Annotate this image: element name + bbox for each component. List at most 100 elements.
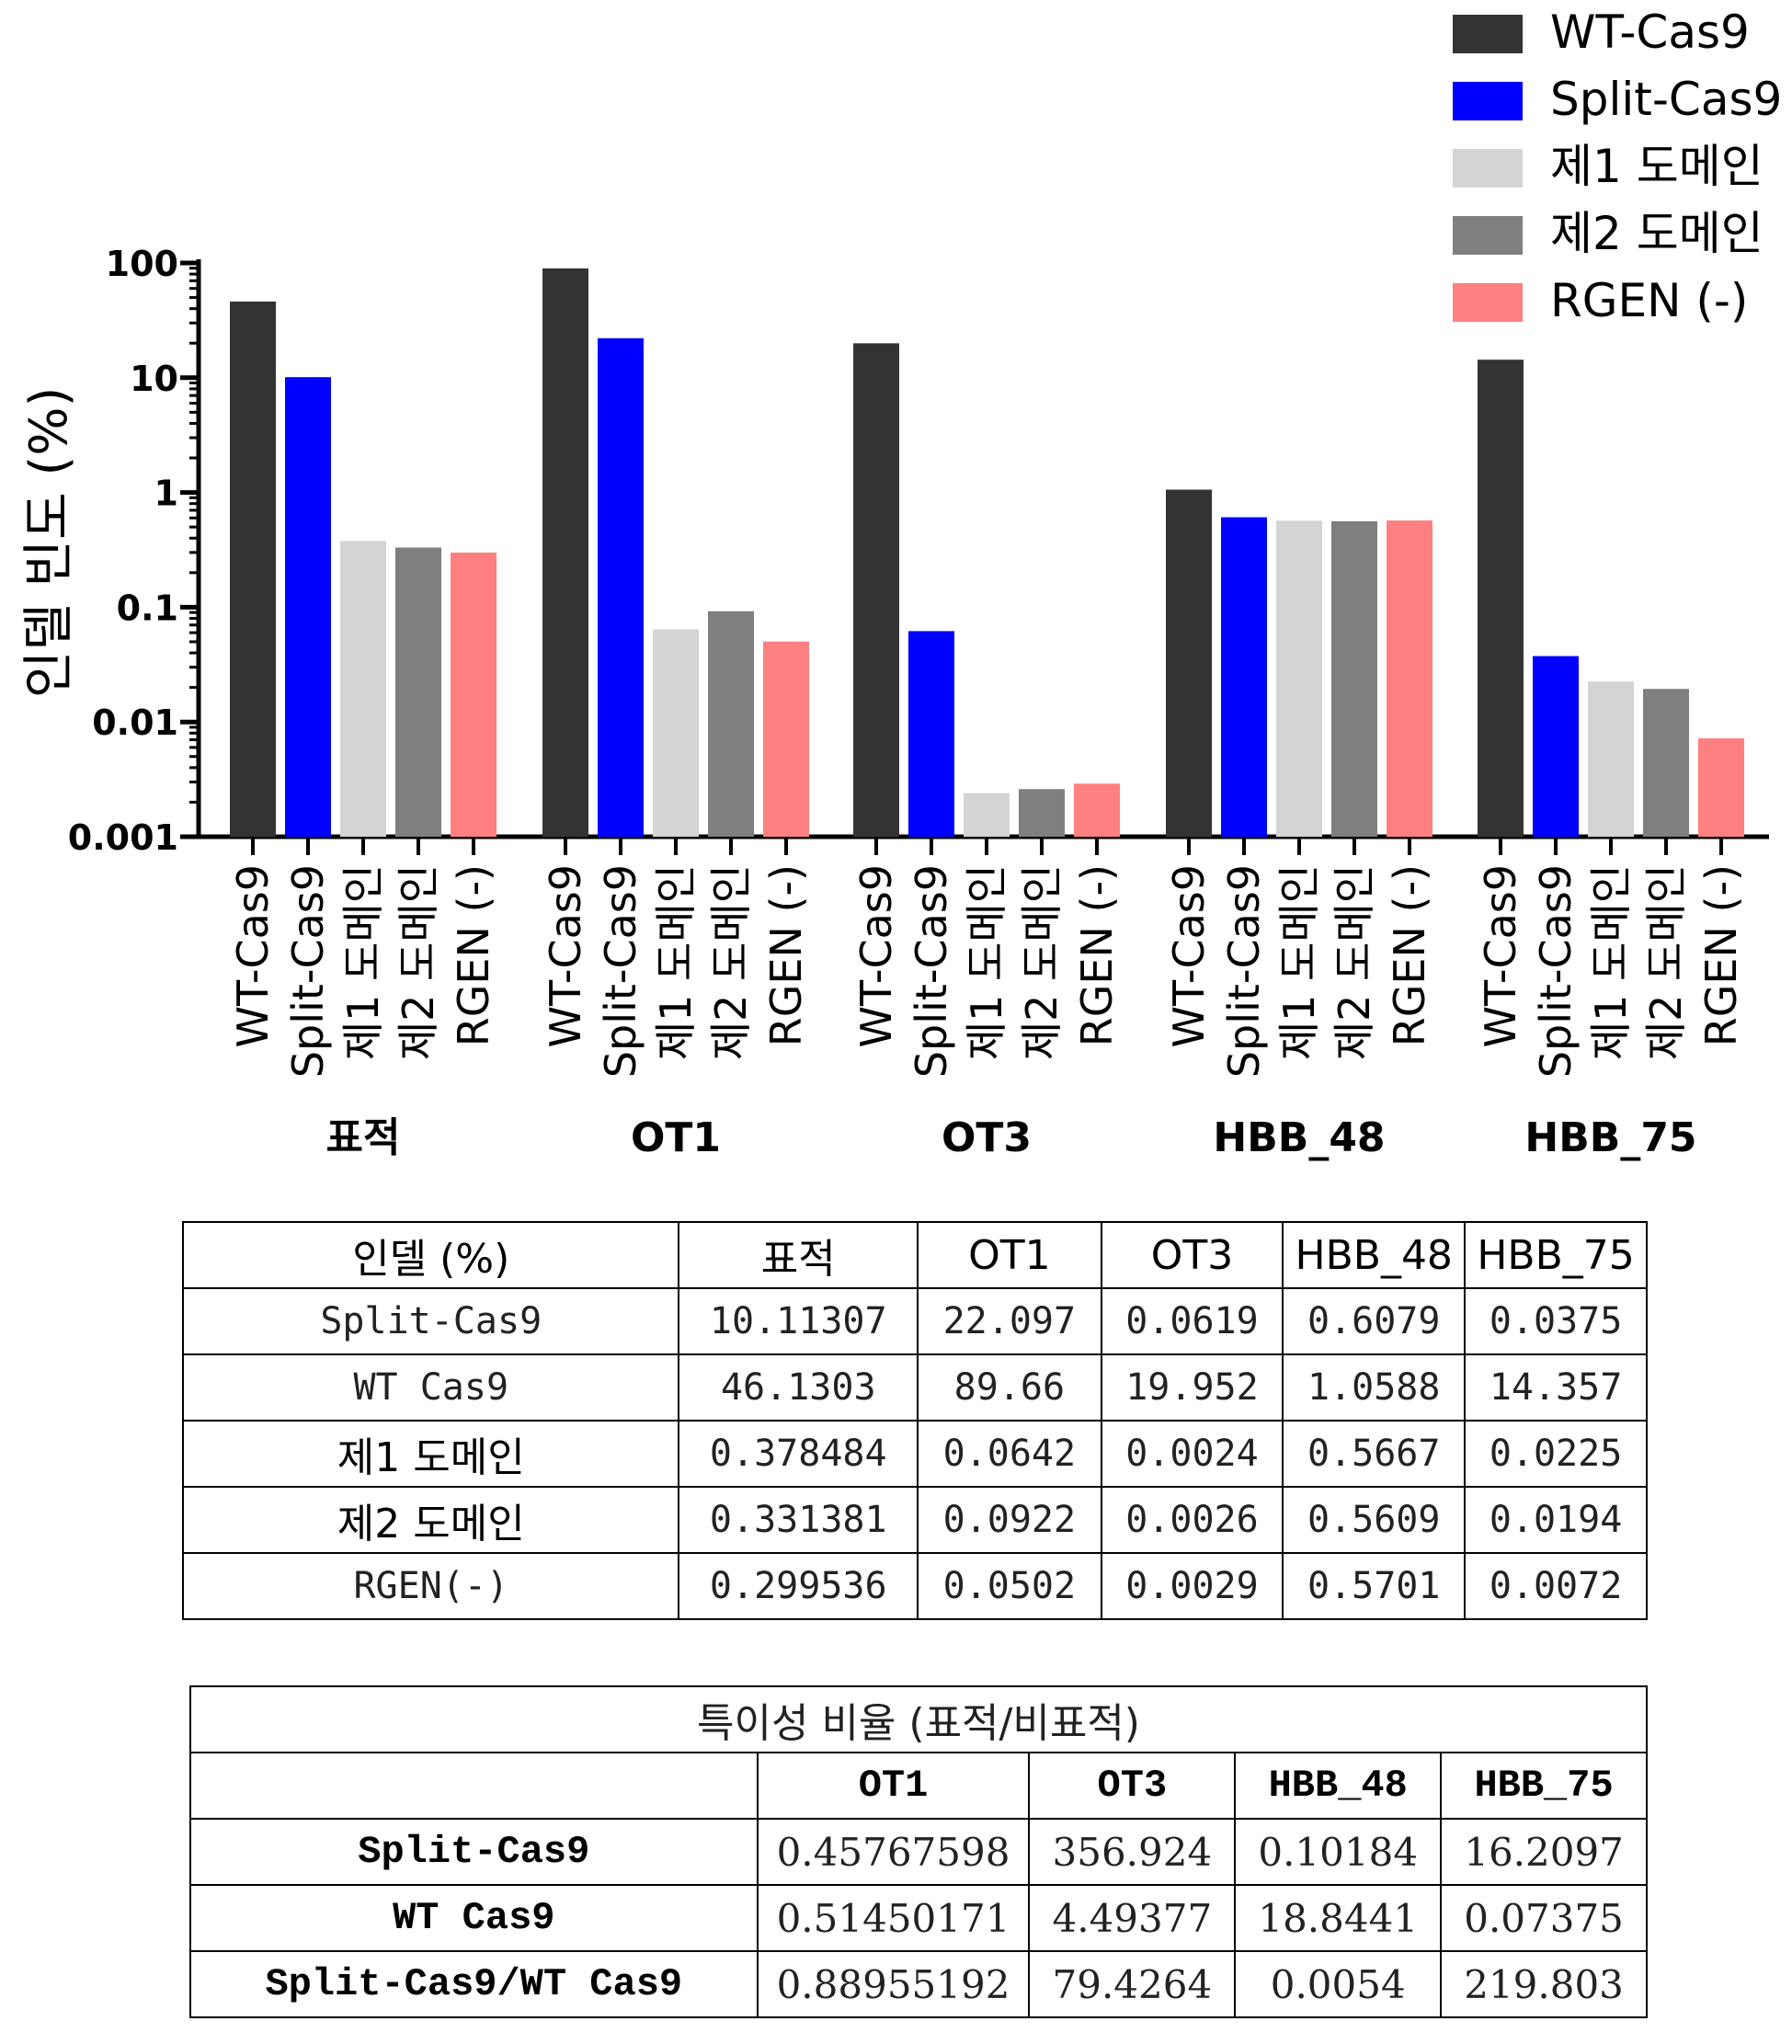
bar bbox=[1221, 517, 1267, 837]
x-tick-label: 제1 도메인 bbox=[1586, 864, 1636, 1060]
x-tick-label: 제2 도메인 bbox=[706, 864, 756, 1060]
table-row: Split-Cas9 10.11307 22.097 0.0619 0.6079 0.03… bbox=[181, 1287, 1648, 1355]
column-header: OT3 bbox=[1028, 1752, 1237, 1820]
x-tick-label: Split-Cas9 bbox=[907, 864, 956, 1078]
legend-label: Split-Cas9 bbox=[1550, 73, 1782, 126]
bar bbox=[1074, 783, 1120, 837]
column-header: 표적 bbox=[678, 1221, 919, 1289]
x-tick-label: 제1 도메인 bbox=[651, 864, 701, 1060]
table-cell: 10.11307 bbox=[678, 1287, 919, 1355]
bar bbox=[1387, 520, 1432, 837]
bar bbox=[230, 301, 276, 837]
table-title: 특이성 비율 (표적/비표적) bbox=[189, 1685, 1648, 1753]
column-header: 인델 (%) bbox=[181, 1221, 680, 1289]
table-header-row: OT1 OT3 HBB_48 HBB_75 bbox=[189, 1752, 1648, 1820]
x-tick-label: 제2 도메인 bbox=[1330, 864, 1379, 1060]
bar bbox=[395, 547, 441, 837]
table-cell: 0.0922 bbox=[917, 1486, 1102, 1554]
bar bbox=[1588, 681, 1634, 837]
table-cell: 22.097 bbox=[917, 1287, 1102, 1355]
x-tick-label: 제1 도메인 bbox=[338, 864, 388, 1060]
bar bbox=[853, 343, 899, 837]
bar bbox=[598, 337, 644, 837]
table-cell: 0.0619 bbox=[1100, 1287, 1284, 1355]
bar bbox=[340, 541, 386, 837]
table-cell: 0.10184 bbox=[1234, 1818, 1443, 1886]
table-cell: 0.0024 bbox=[1100, 1420, 1284, 1488]
group-label: OT3 bbox=[942, 1114, 1032, 1161]
table-cell: 14.357 bbox=[1464, 1353, 1648, 1422]
x-tick-label: WT-Cas9 bbox=[1164, 864, 1214, 1048]
x-tick-label: 제2 도메인 bbox=[1017, 864, 1067, 1060]
table-cell: 1.0588 bbox=[1282, 1353, 1467, 1422]
table-cell: 0.299536 bbox=[678, 1552, 919, 1620]
table-cell: 356.924 bbox=[1028, 1818, 1237, 1886]
row-header: WT Cas9 bbox=[189, 1884, 759, 1952]
y-tick-label: 0.001 bbox=[68, 817, 178, 858]
table-cell: 4.49377 bbox=[1028, 1884, 1237, 1952]
row-header: Split-Cas9 bbox=[189, 1818, 759, 1886]
group-label: OT1 bbox=[631, 1114, 721, 1161]
table-cell: 0.378484 bbox=[678, 1420, 919, 1488]
legend-label: 제1 도메인 bbox=[1550, 140, 1763, 193]
table-cell: 0.0194 bbox=[1464, 1486, 1648, 1554]
x-tick-label: 제1 도메인 bbox=[1274, 864, 1324, 1060]
table-cell: 19.952 bbox=[1100, 1353, 1284, 1422]
bar bbox=[908, 631, 954, 837]
bar bbox=[1643, 689, 1689, 837]
table-cell: 79.4264 bbox=[1028, 1950, 1237, 2018]
table-cell: 18.8441 bbox=[1234, 1884, 1443, 1952]
bar bbox=[1478, 360, 1524, 837]
legend-label: RGEN (-) bbox=[1550, 274, 1748, 327]
table-cell: 0.331381 bbox=[678, 1486, 919, 1554]
x-tick-label: RGEN (-) bbox=[1072, 864, 1122, 1046]
table-row: Split-Cas9 0.45767598 356.924 0.10184 16.209… bbox=[189, 1818, 1648, 1886]
indel-table: 인델 (%) 표적 OT1 OT3 HBB_48 HBB_75 Split-Cas9 10.1… bbox=[181, 1221, 1648, 1620]
column-header: OT1 bbox=[756, 1752, 1031, 1820]
column-header: HBB_48 bbox=[1282, 1221, 1467, 1289]
table-cell: 0.07375 bbox=[1440, 1884, 1648, 1952]
row-header: Split-Cas9/WT Cas9 bbox=[189, 1950, 759, 2018]
x-tick-label: RGEN (-) bbox=[449, 864, 498, 1046]
bar bbox=[763, 641, 809, 837]
row-header: Split-Cas9 bbox=[181, 1287, 680, 1355]
specificity-ratio-table: 특이성 비율 (표적/비표적) OT1 OT3 HBB_48 HBB_75 Split-C… bbox=[189, 1685, 1648, 2018]
x-tick-label: Split-Cas9 bbox=[596, 864, 645, 1078]
bar bbox=[708, 611, 754, 837]
legend-label: WT-Cas9 bbox=[1550, 6, 1750, 59]
bar bbox=[1331, 520, 1377, 837]
bar bbox=[542, 268, 588, 838]
table-cell: 0.0029 bbox=[1100, 1552, 1284, 1620]
x-tick-label: 제1 도메인 bbox=[962, 864, 1011, 1060]
x-tick-label: WT-Cas9 bbox=[851, 864, 901, 1048]
table-cell: 89.66 bbox=[917, 1353, 1102, 1422]
column-header: OT1 bbox=[917, 1221, 1102, 1289]
row-header: RGEN(-) bbox=[181, 1552, 680, 1620]
table-cell: 0.6079 bbox=[1282, 1287, 1467, 1355]
row-header: 제1 도메인 bbox=[181, 1420, 680, 1488]
column-header: HBB_75 bbox=[1464, 1221, 1648, 1289]
table-cell: 0.0072 bbox=[1464, 1552, 1648, 1620]
table-cell: 0.88955192 bbox=[756, 1950, 1031, 2018]
table-header-row: 인델 (%) 표적 OT1 OT3 HBB_48 HBB_75 bbox=[181, 1221, 1648, 1289]
bar bbox=[1166, 489, 1212, 837]
table-row: 제2 도메인 0.331381 0.0922 0.0026 0.5609 0.0194 bbox=[181, 1486, 1648, 1554]
x-tick-label: WT-Cas9 bbox=[228, 864, 278, 1048]
x-tick-label: Split-Cas9 bbox=[1219, 864, 1269, 1078]
y-tick-label: 0.1 bbox=[117, 588, 178, 628]
legend-swatch bbox=[1453, 15, 1523, 53]
row-header: WT Cas9 bbox=[181, 1353, 680, 1422]
table-row: WT Cas9 46.1303 89.66 19.952 1.0588 14.357 bbox=[181, 1353, 1648, 1422]
bar bbox=[964, 793, 1010, 837]
table-cell: 0.0026 bbox=[1100, 1486, 1284, 1554]
table-title-row: 특이성 비율 (표적/비표적) bbox=[189, 1685, 1648, 1753]
table-cell: 0.0225 bbox=[1464, 1420, 1648, 1488]
table-cell: 0.0502 bbox=[917, 1552, 1102, 1620]
legend-label: 제2 도메인 bbox=[1550, 207, 1763, 260]
table-row: Split-Cas9/WT Cas9 0.88955192 79.4264 0.005… bbox=[189, 1950, 1648, 2018]
y-tick-label: 1 bbox=[154, 474, 178, 514]
bar bbox=[1019, 789, 1065, 837]
table-cell: 46.1303 bbox=[678, 1353, 919, 1422]
x-tick-label: Split-Cas9 bbox=[1531, 864, 1581, 1078]
y-axis-label: 인델 빈도 (%) bbox=[19, 387, 79, 699]
